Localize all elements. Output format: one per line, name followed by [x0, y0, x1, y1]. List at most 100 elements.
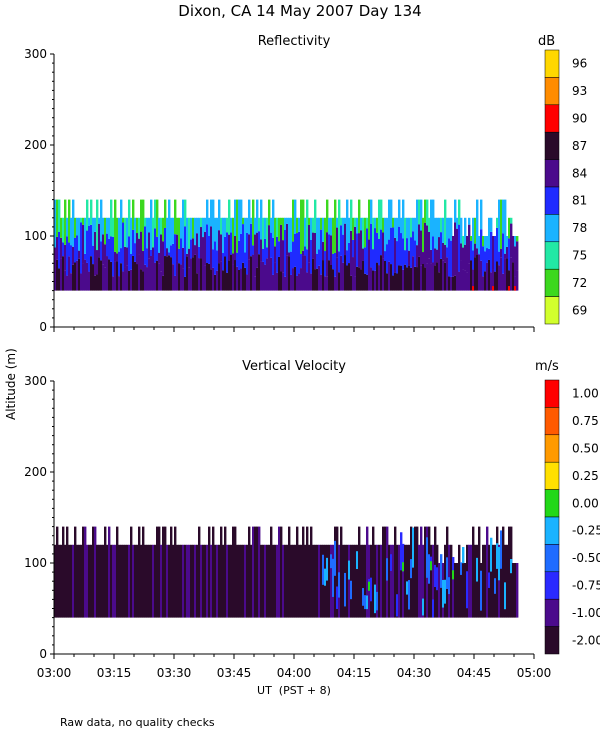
reflectivity-cell: [464, 270, 467, 291]
reflectivity-cell: [224, 217, 227, 237]
colorbar-label: -2.00: [572, 633, 600, 647]
velocity-cell: [194, 544, 197, 618]
reflectivity-cell: [110, 261, 113, 291]
velocity-cell: [462, 563, 465, 618]
velocity-cell: [206, 544, 209, 618]
reflectivity-cell: [440, 217, 443, 233]
reflectivity-cell: [126, 247, 129, 266]
reflectivity-cell: [406, 238, 409, 268]
velocity-cell: [390, 554, 393, 572]
reflectivity-cell: [342, 234, 345, 263]
reflectivity-cell: [100, 241, 103, 261]
colorbar-swatch: [544, 461, 560, 490]
reflectivity-cell: [72, 199, 75, 247]
colorbar-swatch: [544, 407, 560, 436]
velocity-cell: [152, 544, 155, 618]
reflectivity-cell: [450, 276, 453, 291]
reflectivity-cell: [134, 261, 137, 291]
reflectivity-cell: [252, 199, 255, 246]
velocity-panel: 0 100 200 300 03:00 03:15 03:30 03:45 04:00 04:15…: [24, 374, 551, 680]
colorbar-label: 0.00: [572, 496, 599, 510]
reflectivity-cell: [456, 228, 459, 269]
reflectivity-cell: [362, 248, 365, 261]
reflectivity-cell: [428, 258, 431, 291]
velocity-cell: [444, 579, 447, 604]
reflectivity-cell: [272, 274, 275, 291]
colorbar-swatch: [544, 434, 560, 463]
reflectivity-cell: [496, 217, 499, 228]
reflectivity-cell: [360, 217, 363, 231]
velocity-cell: [330, 554, 333, 569]
velocity-cell: [406, 581, 409, 595]
reflectivity-cell: [306, 272, 309, 291]
velocity-cell: [340, 526, 343, 618]
reflectivity-cell: [78, 250, 81, 259]
reflectivity-cell: [418, 256, 421, 291]
reflectivity-cell: [270, 217, 273, 233]
velocity-cell: [56, 526, 59, 618]
reflectivity-cell: [290, 217, 293, 252]
velocity-cell: [436, 567, 439, 591]
reflectivity-cell: [292, 268, 295, 291]
reflectivity-cell: [304, 255, 307, 291]
velocity-cell: [82, 526, 85, 618]
reflectivity-cell: [470, 236, 473, 241]
reflectivity-cell: [82, 217, 85, 225]
reflectivity-cell: [478, 253, 481, 255]
velocity-cell: [94, 526, 97, 618]
reflectivity-cell: [354, 217, 357, 227]
reflectivity-cell: [58, 199, 61, 232]
reflectivity-cell: [438, 237, 441, 273]
velocity-cell: [60, 544, 63, 618]
reflectivity-cell: [202, 266, 205, 291]
velocity-cell: [342, 544, 345, 618]
y-tick-label: 200: [24, 465, 47, 479]
reflectivity-cell: [422, 252, 425, 264]
reflectivity-cell: [102, 264, 105, 291]
reflectivity-cell: [446, 257, 449, 291]
velocity-cell: [96, 544, 99, 618]
reflectivity-cell: [200, 227, 203, 259]
reflectivity-cell: [190, 239, 193, 259]
velocity-cell: [334, 540, 337, 576]
reflectivity-cell: [306, 249, 309, 273]
reflectivity-cell: [474, 217, 477, 244]
reflectivity-cell: [74, 237, 77, 263]
colorbar-swatch: [544, 104, 560, 133]
reflectivity-cell: [478, 254, 481, 291]
reflectivity-cell: [324, 276, 327, 291]
velocity-cell: [254, 526, 257, 618]
reflectivity-cell: [476, 254, 479, 291]
reflectivity-cell: [376, 217, 379, 233]
reflectivity-cell: [496, 227, 499, 262]
reflectivity-cell: [250, 217, 253, 224]
velocity-cell: [330, 544, 333, 618]
reflectivity-cell: [248, 199, 251, 235]
reflectivity-cell: [114, 199, 117, 252]
velocity-cell: [256, 526, 259, 618]
velocity-axes: 0 100 200 300 03:00 03:15 03:30 03:45 04:00 04:15…: [24, 374, 551, 680]
velocity-cell: [514, 563, 517, 618]
x-tick-label: 04:15: [337, 666, 372, 680]
reflectivity-cell: [476, 248, 479, 255]
reflectivity-cell: [182, 268, 185, 291]
reflectivity-cell: [270, 257, 273, 291]
reflectivity-cell: [448, 238, 451, 277]
reflectivity-cell: [108, 217, 111, 239]
velocity-cell: [346, 544, 349, 618]
reflectivity-cell: [320, 274, 323, 291]
reflectivity-cell: [314, 232, 317, 270]
reflectivity-cell: [108, 259, 111, 291]
velocity-cell: [414, 526, 417, 618]
reflectivity-cell: [186, 256, 189, 291]
reflectivity-cell: [340, 217, 343, 226]
velocity-cell: [218, 544, 221, 618]
velocity-cell: [158, 526, 161, 618]
colorbar-swatch: [544, 489, 560, 518]
velocity-cell: [492, 544, 495, 618]
velocity-cell: [496, 526, 499, 618]
velocity-cell: [460, 563, 463, 618]
reflectivity-cell: [194, 254, 197, 291]
reflectivity-cell: [482, 246, 485, 277]
velocity-cell: [126, 544, 129, 618]
